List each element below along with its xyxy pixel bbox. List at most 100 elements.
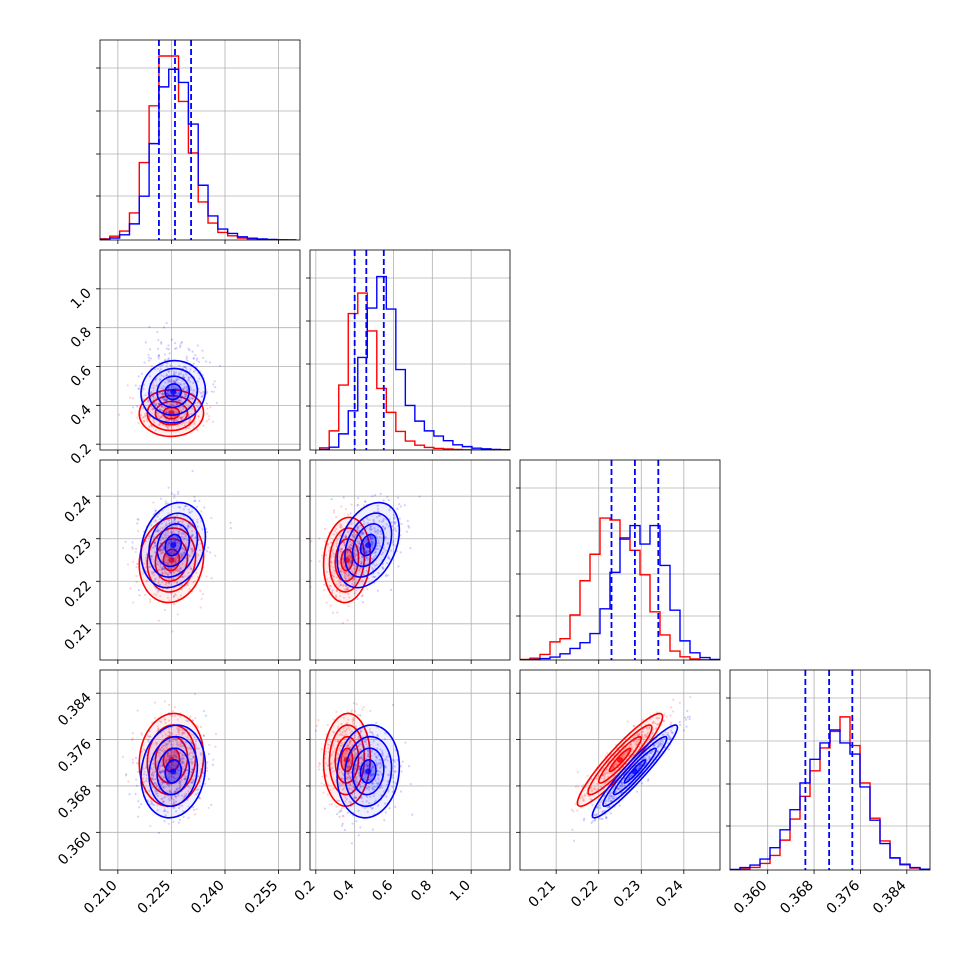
scatter-point bbox=[186, 388, 189, 391]
scatter-point bbox=[204, 360, 208, 363]
scatter-point bbox=[183, 385, 186, 388]
scatter-point bbox=[158, 408, 161, 411]
scatter-point bbox=[172, 396, 176, 399]
scatter-point bbox=[189, 418, 192, 421]
scatter-point bbox=[181, 761, 184, 764]
scatter-point bbox=[343, 828, 346, 832]
scatter-point bbox=[169, 754, 172, 757]
scatter-point bbox=[172, 820, 175, 824]
scatter-point bbox=[172, 750, 176, 753]
scatter-point bbox=[168, 778, 171, 782]
scatter-point bbox=[338, 729, 342, 733]
scatter-point bbox=[330, 754, 333, 757]
scatter-point bbox=[345, 750, 349, 753]
scatter-point bbox=[181, 804, 184, 807]
scatter-point bbox=[335, 527, 338, 530]
scatter-point bbox=[164, 733, 167, 736]
scatter-point bbox=[149, 600, 152, 603]
scatter-point bbox=[325, 733, 328, 736]
scatter-point bbox=[360, 560, 363, 563]
scatter-point bbox=[162, 398, 165, 401]
panel-content bbox=[314, 702, 414, 845]
scatter-point bbox=[341, 822, 344, 825]
scatter-point bbox=[352, 719, 355, 722]
scatter-point bbox=[399, 505, 402, 508]
scatter-point bbox=[174, 387, 177, 390]
scatter-point bbox=[158, 549, 162, 552]
scatter-point bbox=[142, 562, 146, 565]
scatter-point bbox=[368, 518, 371, 522]
scatter-point bbox=[185, 367, 188, 370]
scatter-point bbox=[165, 399, 169, 402]
scatter-point bbox=[349, 561, 353, 565]
scatter-point bbox=[145, 777, 148, 780]
scatter-point bbox=[346, 550, 349, 553]
panel-content bbox=[121, 693, 218, 834]
scatter-point bbox=[335, 589, 338, 592]
scatter-point bbox=[169, 567, 172, 570]
scatter-point bbox=[201, 528, 204, 531]
scatter-point bbox=[167, 393, 170, 396]
scatter-point bbox=[164, 743, 168, 746]
scatter-point bbox=[195, 404, 198, 407]
scatter-point bbox=[355, 703, 358, 706]
scatter-point bbox=[154, 585, 157, 588]
scatter-point bbox=[171, 535, 174, 538]
scatter-point bbox=[177, 417, 180, 420]
scatter-point bbox=[157, 339, 160, 342]
scatter-point bbox=[180, 556, 183, 559]
scatter-point bbox=[153, 580, 157, 583]
scatter-point bbox=[618, 804, 621, 807]
scatter-point bbox=[351, 720, 354, 724]
scatter-point bbox=[374, 551, 377, 554]
scatter-point bbox=[187, 571, 190, 575]
scatter-point bbox=[162, 800, 166, 803]
scatter-point bbox=[372, 520, 375, 523]
scatter-point bbox=[168, 734, 171, 737]
scatter-point bbox=[339, 549, 342, 552]
scatter-point bbox=[323, 807, 327, 810]
scatter-point bbox=[330, 556, 333, 559]
scatter-point bbox=[201, 349, 204, 352]
scatter-point bbox=[182, 375, 185, 378]
scatter-point bbox=[367, 577, 370, 580]
scatter-point bbox=[190, 535, 193, 538]
scatter-point bbox=[142, 419, 146, 423]
scatter-point bbox=[188, 554, 191, 557]
scatter-point bbox=[157, 355, 160, 358]
scatter-point bbox=[159, 549, 162, 553]
scatter-point bbox=[190, 758, 193, 761]
scatter-point bbox=[191, 548, 195, 551]
y-tick-label: 0.376 bbox=[55, 736, 95, 776]
scatter-point bbox=[164, 502, 168, 505]
scatter-point bbox=[394, 805, 397, 808]
scatter-point bbox=[170, 400, 173, 403]
scatter-point bbox=[352, 722, 355, 726]
scatter-point bbox=[368, 786, 371, 789]
scatter-point bbox=[178, 787, 181, 791]
scatter-point bbox=[153, 593, 156, 596]
scatter-point bbox=[351, 541, 354, 544]
scatter-point bbox=[383, 819, 386, 822]
scatter-point bbox=[153, 717, 157, 720]
scatter-point bbox=[182, 529, 185, 532]
scatter-point bbox=[137, 375, 140, 378]
scatter-point bbox=[329, 604, 332, 607]
scatter-point bbox=[213, 380, 216, 383]
scatter-point bbox=[350, 740, 353, 743]
scatter-point bbox=[175, 387, 178, 390]
scatter-point bbox=[188, 525, 191, 528]
scatter-point bbox=[180, 568, 183, 571]
scatter-point bbox=[170, 754, 174, 757]
scatter-point bbox=[181, 765, 184, 768]
scatter-point bbox=[166, 810, 169, 814]
scatter-point bbox=[399, 790, 403, 793]
scatter-point bbox=[171, 417, 174, 420]
scatter-point bbox=[333, 529, 337, 532]
scatter-point bbox=[180, 395, 183, 398]
scatter-point bbox=[365, 517, 369, 520]
scatter-point bbox=[320, 748, 323, 751]
scatter-point bbox=[188, 752, 191, 755]
scatter-point bbox=[173, 790, 177, 793]
scatter-point bbox=[152, 398, 155, 401]
